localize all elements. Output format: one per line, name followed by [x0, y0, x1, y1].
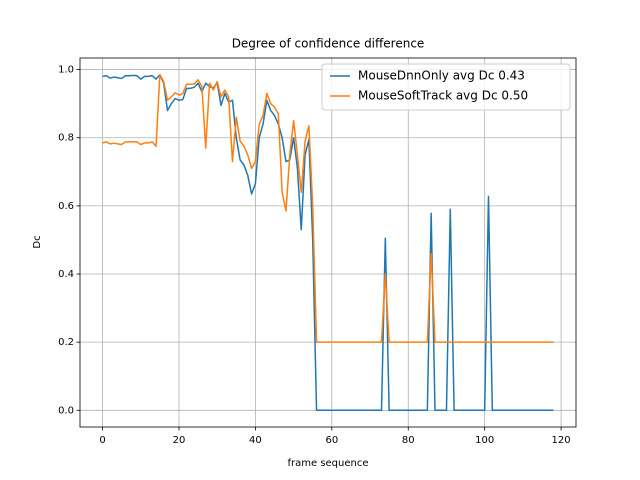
- axes-frame: [79, 57, 577, 428]
- x-tick-label: 120: [552, 435, 571, 446]
- x-tick-label: 80: [402, 435, 415, 446]
- legend: MouseDnnOnly avg Dc 0.43 MouseSoftTrack a…: [321, 63, 571, 111]
- x-tick-label: 20: [173, 435, 186, 446]
- chart-title: Degree of confidence difference: [232, 37, 425, 51]
- y-tick-label: 0.2: [58, 337, 74, 348]
- x-tick-label: 40: [249, 435, 262, 446]
- y-tick-label: 1.0: [58, 65, 74, 76]
- x-tick-label: 60: [325, 435, 338, 446]
- y-tick-label: 0.8: [58, 133, 74, 144]
- y-tick-label: 0.6: [58, 201, 74, 212]
- legend-label: MouseDnnOnly avg Dc 0.43: [358, 69, 525, 83]
- x-axis-label: frame sequence: [287, 458, 368, 469]
- line-series: [102, 73, 554, 412]
- x-tick-label: 100: [475, 435, 494, 446]
- legend-label: MouseSoftTrack avg Dc 0.50: [358, 89, 528, 103]
- y-tick-label: 0.0: [58, 405, 74, 416]
- y-tick-label: 0.4: [58, 269, 74, 280]
- x-tick-label: 0: [99, 435, 105, 446]
- line-series: [102, 73, 554, 343]
- legend-box: [321, 63, 571, 111]
- y-axis-label: Dc: [32, 235, 43, 248]
